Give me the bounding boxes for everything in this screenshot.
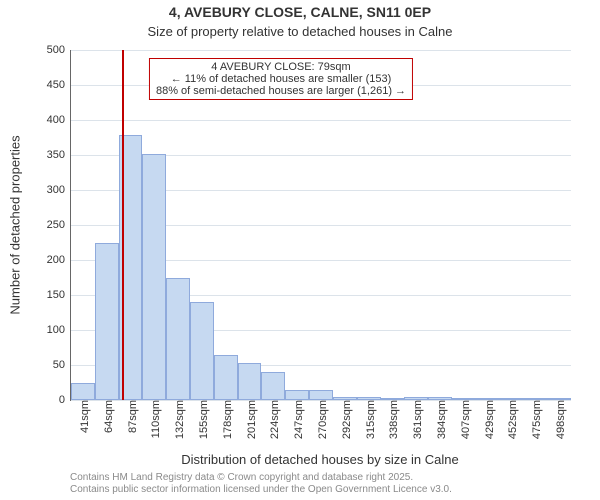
histogram-bar	[190, 302, 214, 400]
footer-line-1: Contains HM Land Registry data © Crown c…	[70, 472, 452, 484]
x-tick-label: 498sqm	[551, 400, 567, 439]
histogram-bar	[285, 390, 309, 400]
y-tick-label: 250	[47, 219, 71, 231]
histogram-bar	[214, 355, 238, 401]
x-tick-label: 407sqm	[456, 400, 472, 439]
y-tick-label: 300	[47, 184, 71, 196]
footer-line-2: Contains public sector information licen…	[70, 484, 452, 496]
footer-attribution: Contains HM Land Registry data © Crown c…	[70, 472, 452, 496]
x-tick-label: 87sqm	[123, 400, 139, 433]
x-tick-label: 270sqm	[313, 400, 329, 439]
histogram-plot: 05010015020025030035040045050041sqm64sqm…	[70, 50, 571, 401]
y-tick-label: 500	[47, 44, 71, 56]
y-tick-label: 50	[53, 359, 71, 371]
y-tick-label: 200	[47, 254, 71, 266]
histogram-bar	[95, 243, 119, 401]
x-tick-label: 41sqm	[75, 400, 91, 433]
x-tick-label: 429sqm	[480, 400, 496, 439]
histogram-bar	[71, 383, 95, 400]
gridline	[71, 120, 571, 121]
x-tick-label: 132sqm	[170, 400, 186, 439]
title-line-2: Size of property relative to detached ho…	[0, 24, 600, 39]
x-tick-label: 384sqm	[432, 400, 448, 439]
histogram-bar	[142, 154, 166, 400]
x-tick-label: 452sqm	[503, 400, 519, 439]
histogram-bar	[166, 278, 190, 401]
x-tick-label: 178sqm	[218, 400, 234, 439]
y-axis-label: Number of detached properties	[8, 135, 23, 314]
y-tick-label: 350	[47, 149, 71, 161]
y-tick-label: 150	[47, 289, 71, 301]
y-tick-label: 100	[47, 324, 71, 336]
histogram-bar	[309, 390, 333, 400]
annotation-line: 4 AVEBURY CLOSE: 79sqm	[156, 61, 406, 73]
histogram-bar	[238, 363, 262, 400]
x-axis-label: Distribution of detached houses by size …	[70, 452, 570, 467]
annotation-line: 88% of semi-detached houses are larger (…	[156, 85, 406, 97]
gridline	[71, 50, 571, 51]
x-tick-label: 475sqm	[527, 400, 543, 439]
y-tick-label: 0	[59, 394, 71, 406]
annotation-box: 4 AVEBURY CLOSE: 79sqm← 11% of detached …	[149, 58, 413, 100]
title-line-1: 4, AVEBURY CLOSE, CALNE, SN11 0EP	[0, 4, 600, 20]
histogram-bar	[261, 372, 285, 400]
annotation-line: ← 11% of detached houses are smaller (15…	[156, 73, 406, 85]
x-tick-label: 361sqm	[408, 400, 424, 439]
x-tick-label: 292sqm	[337, 400, 353, 439]
x-tick-label: 247sqm	[289, 400, 305, 439]
x-tick-label: 224sqm	[265, 400, 281, 439]
x-tick-label: 201sqm	[242, 400, 258, 439]
x-tick-label: 155sqm	[194, 400, 210, 439]
x-tick-label: 315sqm	[361, 400, 377, 439]
y-tick-label: 450	[47, 79, 71, 91]
x-tick-label: 64sqm	[99, 400, 115, 433]
marker-line	[122, 50, 124, 400]
x-tick-label: 110sqm	[146, 400, 162, 438]
y-tick-label: 400	[47, 114, 71, 126]
x-tick-label: 338sqm	[384, 400, 400, 439]
